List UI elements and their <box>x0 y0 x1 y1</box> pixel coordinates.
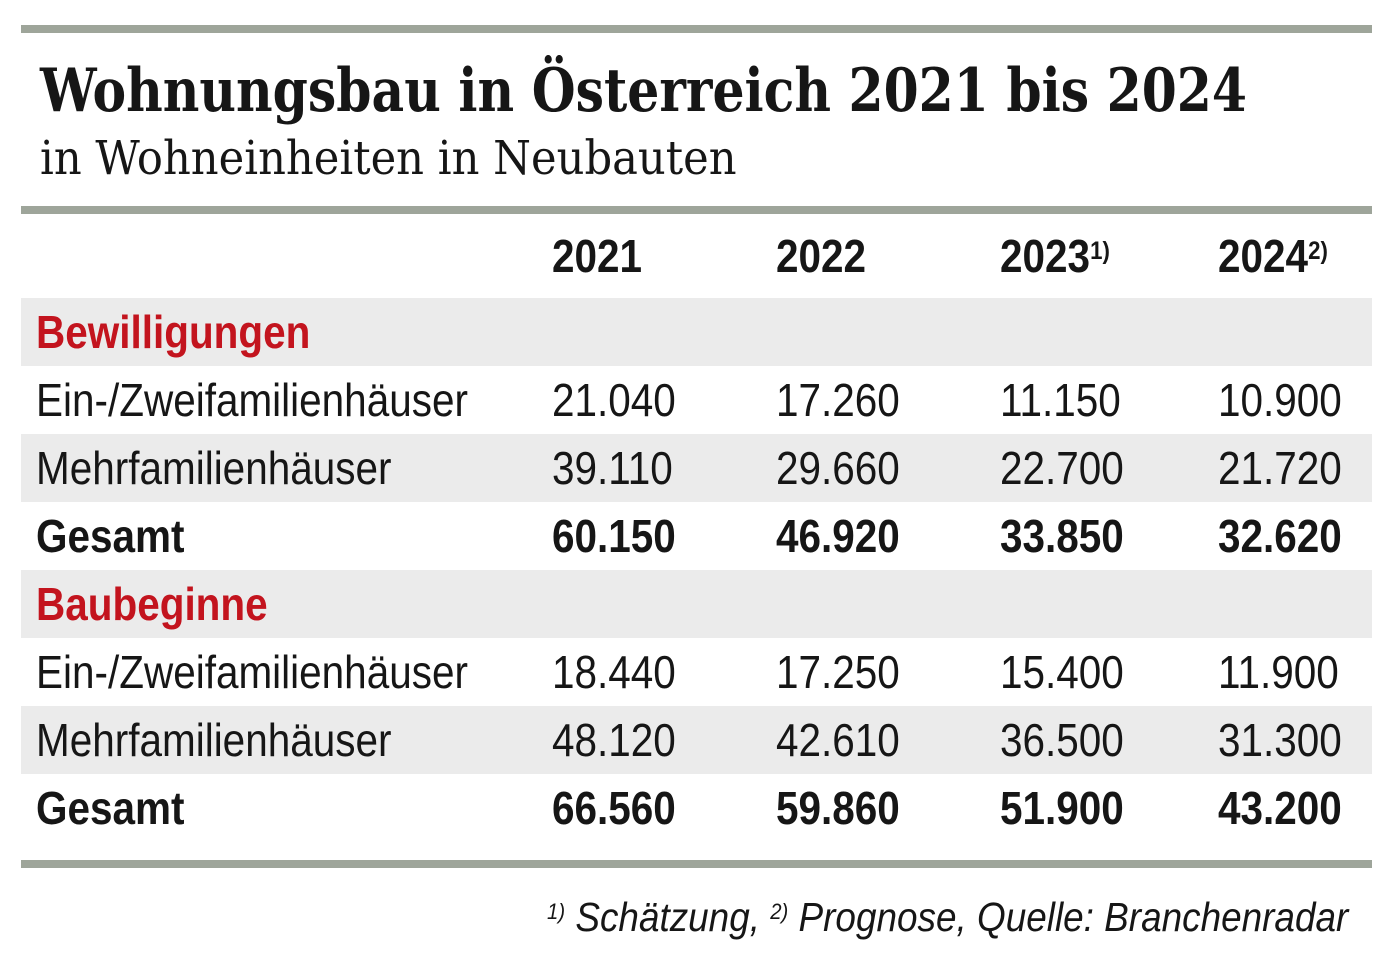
section-header-bewilligungen: Bewilligungen <box>21 298 1372 367</box>
cell-2023: 51.900 <box>1000 782 1124 835</box>
cell-2021: 21.040 <box>552 374 676 427</box>
page-title: Wohnungsbau in Österreich 2021 bis 2024 <box>40 56 1247 126</box>
table-row-total: Gesamt 66.560 59.860 51.900 43.200 <box>21 774 1372 842</box>
footnote-text-2-and-source: Prognose, Quelle: Branchenradar <box>788 894 1348 941</box>
cell-2021: 60.150 <box>552 510 676 563</box>
column-header-2022: 2022 <box>776 230 867 283</box>
bottom-divider-bar <box>21 860 1372 869</box>
row-label: Gesamt <box>36 782 185 835</box>
header-divider-bar <box>21 206 1372 215</box>
table-row: Ein-/Zweifamilienhäuser 21.040 17.260 11… <box>21 366 1372 434</box>
table-row: Mehrfamilienhäuser 48.120 42.610 36.500 … <box>21 706 1372 775</box>
section-title: Baubeginne <box>36 578 268 631</box>
table-header-row: 2021 2022 20231) 20242) <box>21 214 1372 298</box>
source-footnote-line: 1) Schätzung, 2) Prognose, Quelle: Branc… <box>21 894 1372 941</box>
cell-2022: 17.250 <box>776 646 900 699</box>
row-label: Gesamt <box>36 510 185 563</box>
cell-2021: 48.120 <box>552 714 676 767</box>
footnote-text-1: Schätzung, <box>564 894 770 941</box>
row-label: Mehrfamilienhäuser <box>36 714 392 767</box>
cell-2023: 15.400 <box>1000 646 1124 699</box>
section-title: Bewilligungen <box>36 306 311 359</box>
table-row: Ein-/Zweifamilienhäuser 18.440 17.250 15… <box>21 638 1372 706</box>
footnote-marker-2: 2) <box>769 899 789 925</box>
cell-2023: 22.700 <box>1000 442 1124 495</box>
cell-2023: 36.500 <box>1000 714 1124 767</box>
cell-2022: 42.610 <box>776 714 900 767</box>
section-header-baubeginne: Baubeginne <box>21 570 1372 639</box>
footnote-marker-1: 1) <box>546 899 565 925</box>
row-label: Ein-/Zweifamilienhäuser <box>36 374 468 427</box>
cell-2021: 66.560 <box>552 782 676 835</box>
cell-2022: 17.260 <box>776 374 900 427</box>
cell-2024: 11.900 <box>1218 646 1339 699</box>
title-block: Wohnungsbau in Österreich 2021 bis 2024 … <box>40 57 1372 186</box>
cell-2024: 32.620 <box>1218 510 1342 563</box>
footnote-marker: 2) <box>1308 236 1328 265</box>
row-label: Mehrfamilienhäuser <box>36 442 392 495</box>
cell-2023: 33.850 <box>1000 510 1124 563</box>
row-label: Ein-/Zweifamilienhäuser <box>36 646 468 699</box>
cell-2024: 21.720 <box>1218 442 1342 495</box>
column-header-2023: 20231) <box>1000 230 1110 283</box>
table-row-total: Gesamt 60.150 46.920 33.850 32.620 <box>21 502 1372 570</box>
cell-2022: 46.920 <box>776 510 900 563</box>
table-row: Mehrfamilienhäuser 39.110 29.660 22.700 … <box>21 434 1372 503</box>
cell-2021: 18.440 <box>552 646 676 699</box>
cell-2022: 59.860 <box>776 782 900 835</box>
column-header-2024: 20242) <box>1218 230 1328 283</box>
top-divider-bar <box>21 25 1372 33</box>
footnote-marker: 1) <box>1090 236 1110 265</box>
cell-2024: 10.900 <box>1218 374 1342 427</box>
cell-2024: 43.200 <box>1218 782 1342 835</box>
cell-2021: 39.110 <box>552 442 673 495</box>
page-subtitle: in Wohneinheiten in Neubauten <box>40 131 737 186</box>
cell-2023: 11.150 <box>1000 374 1121 427</box>
cell-2024: 31.300 <box>1218 714 1342 767</box>
cell-2022: 29.660 <box>776 442 900 495</box>
infographic-page: Wohnungsbau in Österreich 2021 bis 2024 … <box>0 25 1390 941</box>
column-header-2021: 2021 <box>552 230 643 283</box>
